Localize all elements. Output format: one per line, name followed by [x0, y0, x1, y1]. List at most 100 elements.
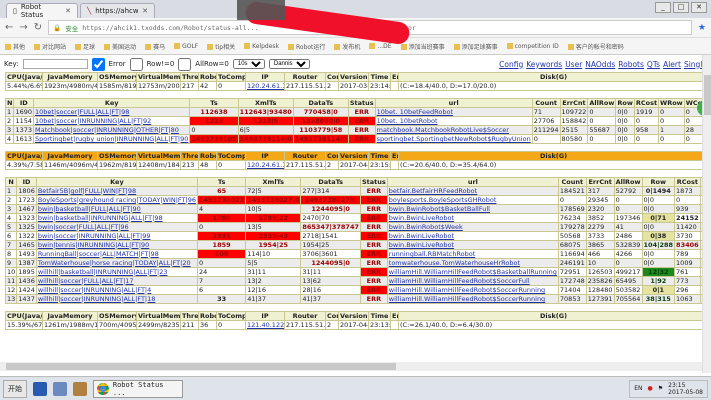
- close-window-button[interactable]: ✕: [691, 2, 707, 13]
- cell-url[interactable]: matchbook.MatchbookRobotLive$Soccer: [374, 125, 533, 135]
- robot-key-link[interactable]: willhill|basketball|INRUNNING|ALL|FT|23: [37, 268, 168, 276]
- cell-key[interactable]: willhill|basketball|INRUNNING|ALL|FT|23: [35, 267, 198, 277]
- allrow-zero-checkbox[interactable]: [178, 57, 192, 71]
- cell-key[interactable]: bwin|basketball|FULL|ALL|FT|90: [35, 204, 198, 214]
- robot-key-link[interactable]: bwin|tennis|INRUNNING|ALL|FT|90: [37, 241, 150, 249]
- cell-url[interactable]: bwin.BwinRobot$BasketBallFull: [386, 204, 559, 214]
- robot-url-link[interactable]: tomwaterhouse.TomWaterhouseHrRobot: [388, 259, 520, 267]
- summary-ip[interactable]: 120.24.61.112: [245, 81, 285, 91]
- nav-link-single[interactable]: Single: [683, 59, 707, 69]
- cell-url[interactable]: williamHill.WilliamHillFeedRobot$SoccerF…: [386, 276, 559, 286]
- cell-url[interactable]: bwin.BwinLiveRobot: [386, 213, 559, 223]
- minimize-button[interactable]: _: [655, 2, 671, 13]
- cell-url[interactable]: runningball.RBMatchRobot: [386, 249, 559, 259]
- row-nonzero-checkbox[interactable]: [129, 57, 143, 71]
- cell-key[interactable]: bwin|soccer|INRUNNING|ALL|FT|99: [35, 231, 198, 241]
- robot-key-link[interactable]: willhill|soccer|INRUNNING|ALL|FT|4: [37, 286, 152, 294]
- start-button[interactable]: 开始: [3, 379, 27, 398]
- cell-key[interactable]: willhill|soccer|INRUNNING|ALL|FT|4: [35, 285, 198, 295]
- cell-url[interactable]: williamHill.WilliamHillFeedRobot$Basketb…: [386, 267, 559, 277]
- robot-url-link[interactable]: williamHill.WilliamHillFeedRobot$SoccerR…: [388, 286, 546, 294]
- robot-key-link[interactable]: willhill|soccer|INRUNNING|ALL|FT|18: [37, 295, 156, 303]
- robot-url-link[interactable]: bwin.BwinRobot$Week: [388, 223, 463, 231]
- tab-robot-status[interactable]: ▯ Robot Status ✕: [6, 3, 78, 19]
- close-tab-icon[interactable]: ✕: [142, 7, 148, 15]
- bookmark-item[interactable]: 发布机: [334, 42, 360, 51]
- cell-key[interactable]: willhill|soccer|FULL|ALL|FT|17: [35, 276, 198, 286]
- bookmark-item[interactable]: 添加足球赛事: [453, 42, 498, 51]
- cell-url[interactable]: williamHill.WilliamHillFeedRobot$SoccerR…: [386, 294, 559, 304]
- bookmark-item[interactable]: 赛马: [145, 42, 165, 51]
- bookmark-item[interactable]: 对比网站: [34, 42, 66, 51]
- bookmark-item[interactable]: GOLF: [174, 43, 198, 50]
- cell-url[interactable]: 10bet. 10betRobot: [374, 116, 533, 126]
- bookmark-star-icon[interactable]: ★: [697, 22, 706, 33]
- cell-url[interactable]: williamHill.WilliamHillFeedRobot$SoccerR…: [386, 285, 559, 295]
- tab-other[interactable]: ╲https://ahcwsz1.txodds...✕: [80, 3, 155, 18]
- cell-key[interactable]: 10bet|soccer|FULL|ALL|FT|98: [32, 107, 191, 117]
- robot-key-link[interactable]: RunningBall|soccer|ALL|MATCH|FT|98: [37, 250, 159, 258]
- robot-key-link[interactable]: TomWaterhouse|horse racing|TODAY|ALL|FT|…: [37, 259, 191, 267]
- robot-url-link[interactable]: bwin.BwinLiveRobot: [388, 241, 455, 249]
- bookmark-item[interactable]: ...DE: [369, 43, 392, 50]
- cell-key[interactable]: RunningBall|soccer|ALL|MATCH|FT|98: [35, 249, 198, 259]
- robot-url-link[interactable]: williamHill.WilliamHillFeedRobot$Basketb…: [388, 268, 557, 276]
- nav-link-qts[interactable]: QTs: [646, 59, 661, 69]
- cell-key[interactable]: TomWaterhouse|horse racing|TODAY|ALL|FT|…: [35, 258, 198, 268]
- nav-link-naodds[interactable]: NAOdds: [585, 59, 616, 69]
- cell-url[interactable]: bwin.BwinLiveRobot: [386, 240, 559, 250]
- cell-key[interactable]: willhill|soccer|INRUNNING|ALL|FT|18: [35, 294, 198, 304]
- close-tab-icon[interactable]: ✕: [65, 7, 71, 15]
- ip-link[interactable]: 121.40.122.131: [247, 321, 285, 329]
- robot-key-link[interactable]: Betfair5B|golf|FULL|WIN|FT|98: [37, 187, 137, 195]
- nav-link-config[interactable]: Config: [499, 59, 524, 69]
- summary-ip[interactable]: 121.40.122.131: [245, 320, 285, 330]
- robot-key-link[interactable]: Matchbook|soccer|INRUNNING|OTHER|FT|80: [35, 126, 179, 134]
- cell-key[interactable]: BoyleSports|greyhound racing|TODAY|WIN|F…: [35, 195, 198, 205]
- cell-key[interactable]: bwin|tennis|INRUNNING|ALL|FT|90: [35, 240, 198, 250]
- nav-link-alert[interactable]: Alert: [663, 59, 681, 69]
- forward-icon[interactable]: →: [19, 22, 28, 33]
- cell-url[interactable]: 10bet. 10betFeedRobot: [374, 107, 533, 117]
- bookmark-item[interactable]: 添加当班赛事: [400, 42, 445, 51]
- ip-link[interactable]: 120.24.61.123: [247, 161, 284, 169]
- robot-url-link[interactable]: bwin.BwinRobot$BasketBallFull: [388, 205, 490, 213]
- robot-url-link[interactable]: bwin.BwinLiveRobot: [388, 232, 455, 240]
- cell-key[interactable]: Sportingbet|rugby union|INRUNNING|ALL|FT…: [32, 134, 191, 144]
- powershell-icon[interactable]: [33, 381, 47, 396]
- robot-key-link[interactable]: willhill|soccer|FULL|ALL|FT|17: [37, 277, 134, 285]
- robot-key-link[interactable]: bwin|basketball|INRUNNING|ALL|FT|98: [37, 214, 163, 222]
- robot-key-link[interactable]: bwin|soccer|INRUNNING|ALL|FT|99: [37, 232, 151, 240]
- horizontal-scrollbar[interactable]: [0, 362, 702, 371]
- robot-url-link[interactable]: 10bet. 10betFeedRobot: [376, 108, 454, 116]
- robot-key-link[interactable]: 10bet|soccer|FULL|ALL|FT|98: [35, 108, 130, 116]
- cell-url[interactable]: betfair.BetfairHRFeedRobot: [386, 186, 559, 196]
- bookmark-item[interactable]: 客户的帐号和密码: [567, 42, 624, 51]
- cell-key[interactable]: 10bet|soccer|INRUNNING|ALL|FT|92: [32, 116, 191, 126]
- ip-link[interactable]: 120.24.61.112: [247, 82, 284, 90]
- network-icon[interactable]: [53, 381, 67, 396]
- app-icon[interactable]: [73, 381, 87, 396]
- bookmark-item[interactable]: tip相关: [207, 42, 235, 51]
- bookmark-item[interactable]: 美国运动: [104, 42, 136, 51]
- robot-url-link[interactable]: williamHill.WilliamHillFeedRobot$SoccerF…: [388, 277, 530, 285]
- summary-ip[interactable]: 120.24.61.123: [245, 160, 285, 170]
- robot-url-link[interactable]: sportingbet.SportingbetNewRobot$RugbyUni…: [376, 135, 531, 143]
- cell-key[interactable]: Betfair5B|golf|FULL|WIN|FT|98: [35, 186, 198, 196]
- bookmark-item[interactable]: Robot运行: [288, 42, 325, 51]
- cell-url[interactable]: boylesports.BoyleSportsGHRobot: [386, 195, 559, 205]
- robot-url-link[interactable]: bwin.BwinLiveRobot: [388, 214, 455, 222]
- bookmark-item[interactable]: competition ID: [506, 43, 559, 50]
- robot-url-link[interactable]: runningball.RBMatchRobot: [388, 250, 476, 258]
- cell-url[interactable]: bwin.BwinLiveRobot: [386, 231, 559, 241]
- user-select[interactable]: Dannis: [268, 59, 310, 69]
- back-icon[interactable]: ←: [5, 22, 14, 33]
- bookmark-item[interactable]: 其他: [5, 42, 25, 51]
- robot-key-link[interactable]: bwin|soccer|FULL|ALL|FT|96: [37, 223, 129, 231]
- robot-url-link[interactable]: williamHill.WilliamHillFeedRobot$SoccerR…: [388, 295, 546, 303]
- taskbar-chrome-robot-status[interactable]: Robot Status ...: [93, 379, 183, 398]
- robot-url-link[interactable]: matchbook.MatchbookRobotLive$Soccer: [376, 126, 509, 134]
- robot-url-link[interactable]: boylesports.BoyleSportsGHRobot: [388, 196, 497, 204]
- robot-url-link[interactable]: betfair.BetfairHRFeedRobot: [388, 187, 478, 195]
- bookmark-item[interactable]: 足球: [75, 42, 95, 51]
